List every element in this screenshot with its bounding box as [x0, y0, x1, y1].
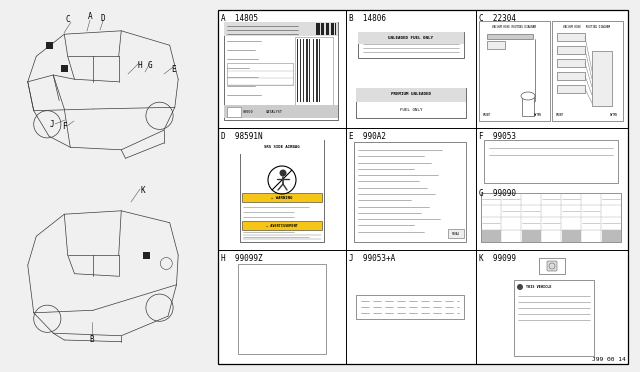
Bar — [240, 140, 324, 154]
Text: H: H — [138, 61, 142, 70]
Text: A  14805: A 14805 — [221, 14, 258, 23]
Bar — [317, 23, 319, 35]
Bar — [326, 23, 328, 35]
Bar — [602, 230, 621, 241]
Bar — [242, 221, 322, 230]
Bar — [448, 229, 464, 238]
Text: VVTMS: VVTMS — [610, 113, 618, 117]
Text: E  990A2: E 990A2 — [349, 132, 386, 141]
Bar — [487, 41, 505, 49]
Bar — [332, 23, 333, 35]
Text: C  22304: C 22304 — [479, 14, 516, 23]
Bar — [592, 51, 612, 106]
Bar — [356, 88, 466, 118]
Bar — [316, 39, 317, 102]
Text: K  99099: K 99099 — [479, 254, 516, 263]
Bar — [522, 96, 534, 116]
Text: J99 00 14: J99 00 14 — [592, 357, 626, 362]
Bar — [487, 34, 533, 39]
Bar — [224, 105, 338, 118]
Text: C: C — [66, 15, 70, 23]
Bar — [300, 39, 301, 102]
Text: ⚠ AVERTISSEMENT: ⚠ AVERTISSEMENT — [266, 224, 298, 228]
Bar — [522, 230, 541, 241]
Text: VACUUM HOSE ROUTING DIAGRAM: VACUUM HOSE ROUTING DIAGRAM — [492, 25, 536, 29]
FancyBboxPatch shape — [547, 261, 557, 271]
Text: H  99099Z: H 99099Z — [221, 254, 262, 263]
Text: K: K — [141, 186, 145, 195]
Bar — [557, 59, 585, 67]
Bar — [307, 39, 308, 102]
Bar — [238, 264, 326, 354]
Bar — [557, 46, 585, 54]
Text: FRONT: FRONT — [556, 113, 564, 117]
Text: FRONT: FRONT — [483, 113, 491, 117]
Bar — [303, 39, 304, 102]
Text: B: B — [90, 336, 94, 344]
Bar — [557, 33, 585, 41]
Text: 990A2: 990A2 — [452, 231, 460, 235]
Bar — [218, 10, 628, 364]
Bar — [319, 39, 320, 102]
Text: E: E — [172, 64, 176, 74]
Text: SRS SIDE AIRBAG: SRS SIDE AIRBAG — [264, 145, 300, 149]
Bar — [297, 39, 298, 102]
Text: CATALYST: CATALYST — [266, 110, 283, 114]
Bar — [316, 23, 317, 35]
Text: D: D — [100, 13, 106, 22]
Bar — [557, 85, 585, 93]
Text: FUEL ONLY: FUEL ONLY — [400, 108, 422, 112]
Text: G  99090: G 99090 — [479, 189, 516, 198]
Text: B  14806: B 14806 — [349, 14, 386, 23]
Bar — [240, 140, 324, 242]
Bar — [323, 23, 324, 35]
Text: G: G — [148, 61, 152, 70]
Bar — [321, 23, 323, 35]
Bar — [227, 107, 241, 117]
Bar — [354, 142, 466, 242]
Bar — [514, 280, 594, 356]
Text: F: F — [61, 122, 67, 131]
Bar — [61, 65, 68, 72]
Bar — [484, 140, 618, 183]
Bar — [328, 23, 329, 35]
Bar — [324, 23, 325, 35]
Text: VVTMS: VVTMS — [534, 113, 542, 117]
Bar — [539, 258, 565, 274]
Text: THIS VEHICLE: THIS VEHICLE — [526, 285, 552, 289]
Bar — [224, 22, 338, 120]
Bar — [143, 251, 150, 259]
Bar — [45, 42, 52, 49]
Bar — [319, 23, 320, 35]
Circle shape — [280, 170, 287, 176]
Bar — [358, 32, 464, 58]
Bar — [479, 21, 550, 121]
Bar — [356, 88, 466, 102]
Text: J  99053+A: J 99053+A — [349, 254, 396, 263]
Bar — [561, 230, 580, 241]
Bar — [313, 39, 314, 102]
Text: PREMIUM UNLEADED: PREMIUM UNLEADED — [391, 92, 431, 96]
Bar — [333, 23, 334, 35]
Text: VACUUM HOSE   ROUTING DIAGRAM: VACUUM HOSE ROUTING DIAGRAM — [563, 25, 611, 29]
Bar — [557, 72, 585, 80]
Text: 00000: 00000 — [243, 110, 253, 114]
Text: UNLEADED FUEL ONLY: UNLEADED FUEL ONLY — [388, 36, 433, 40]
Text: J: J — [50, 119, 54, 128]
Bar — [294, 37, 333, 105]
Bar — [481, 193, 621, 242]
Bar — [242, 193, 322, 202]
Bar — [224, 22, 338, 36]
Text: F  99053: F 99053 — [479, 132, 516, 141]
Text: D  98591N: D 98591N — [221, 132, 262, 141]
Ellipse shape — [521, 92, 535, 100]
Bar — [358, 32, 464, 44]
Bar — [356, 295, 464, 319]
Bar — [552, 21, 623, 121]
Text: A: A — [88, 12, 92, 20]
Text: ⚠ WARNING: ⚠ WARNING — [271, 196, 292, 199]
Bar — [481, 230, 500, 241]
Bar — [227, 63, 293, 85]
Circle shape — [517, 284, 523, 290]
